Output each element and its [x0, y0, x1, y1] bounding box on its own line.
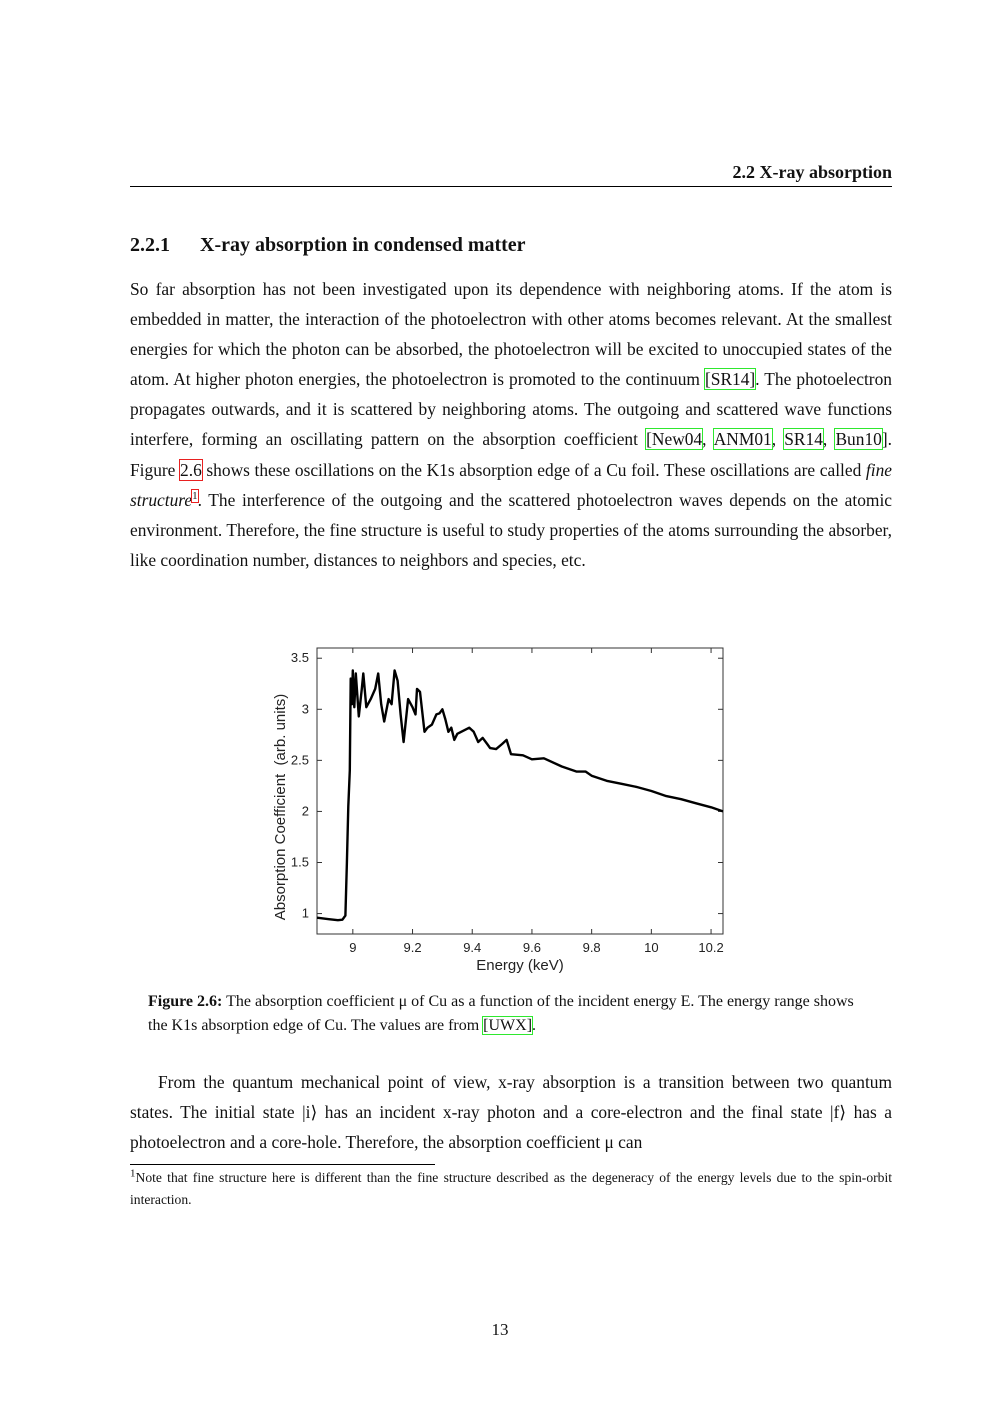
x-tick-label: 9.2 — [403, 940, 421, 955]
x-tick-label: 10 — [644, 940, 658, 955]
x-tick-label: 9 — [349, 940, 356, 955]
running-header: 2.2 X-ray absorption — [130, 162, 892, 187]
caption-end: . — [532, 1017, 537, 1034]
text-run: shows these oscillations on the K1s abso… — [201, 459, 866, 480]
body-paragraph: So far absorption has not been investiga… — [130, 274, 892, 575]
figure-label: Figure 2.6: — [148, 993, 223, 1010]
y-tick-label: 3.5 — [291, 650, 309, 665]
text-run: , — [702, 429, 714, 450]
absorption-chart: 9 9.2 9.4 9.6 9.8 10 10.2 1 1.5 2 2.5 3 3.5 Energy (k… — [272, 647, 724, 974]
y-axis-label: Absorption Coefficient (arb. units) — [272, 694, 289, 921]
section-heading: 2.2.1 X-ray absorption in condensed matte… — [130, 234, 526, 257]
x-tick-label: 9.6 — [523, 940, 541, 955]
section-number: 2.2.1 — [130, 234, 170, 256]
footnote-link[interactable]: 1 — [191, 488, 199, 503]
page-number: 13 — [491, 1320, 509, 1339]
y-tick-label: 1 — [302, 906, 309, 921]
citation-link[interactable]: [New04 — [645, 428, 704, 451]
figure-ref-link[interactable]: 2.6 — [179, 458, 203, 481]
footnote: 1Note that fine structure here is differ… — [130, 1167, 892, 1211]
citation-link[interactable]: [UWX] — [482, 1016, 534, 1035]
x-tick-label: 9.4 — [463, 940, 481, 955]
text-run: . The photoelectron propagates outwards,… — [130, 369, 892, 450]
x-axis-label: Energy (keV) — [476, 957, 564, 974]
citation-link[interactable]: ANM01 — [712, 428, 773, 451]
text-run: ]. Figure — [130, 429, 892, 480]
y-tick-label: 2 — [302, 803, 309, 818]
text-run: So far absorption has not been investiga… — [130, 279, 892, 390]
y-tick-label: 1.5 — [291, 855, 309, 870]
text-run: , — [771, 429, 785, 450]
plot-frame — [316, 647, 724, 935]
footnote-text: Note that fine structure here is differe… — [130, 1170, 892, 1207]
absorption-curve — [316, 669, 724, 922]
figure-caption: Figure 2.6: The absorption coefficient μ… — [148, 990, 876, 1038]
y-tick-label: 3 — [302, 701, 309, 716]
citation-link[interactable]: SR14 — [783, 428, 824, 451]
footnote-rule — [130, 1164, 435, 1165]
footnote-mark: 1 — [130, 1167, 136, 1180]
x-tick-label: 10.2 — [698, 940, 723, 955]
text-run: , — [822, 429, 836, 450]
caption-text: The absorption coefficient μ of Cu as a … — [148, 993, 854, 1034]
section-title: X-ray absorption in condensed matter — [200, 234, 526, 256]
emphasis: fine structure — [130, 459, 892, 510]
text-run: . The interference of the outgoing and t… — [130, 489, 892, 570]
y-tick-label: 2.5 — [291, 752, 309, 767]
citation-link[interactable]: [SR14] — [703, 368, 757, 391]
x-tick-label: 9.8 — [583, 940, 601, 955]
citation-link[interactable]: Bun10 — [834, 428, 883, 451]
body-paragraph-2: From the quantum mechanical point of vie… — [130, 1072, 892, 1153]
